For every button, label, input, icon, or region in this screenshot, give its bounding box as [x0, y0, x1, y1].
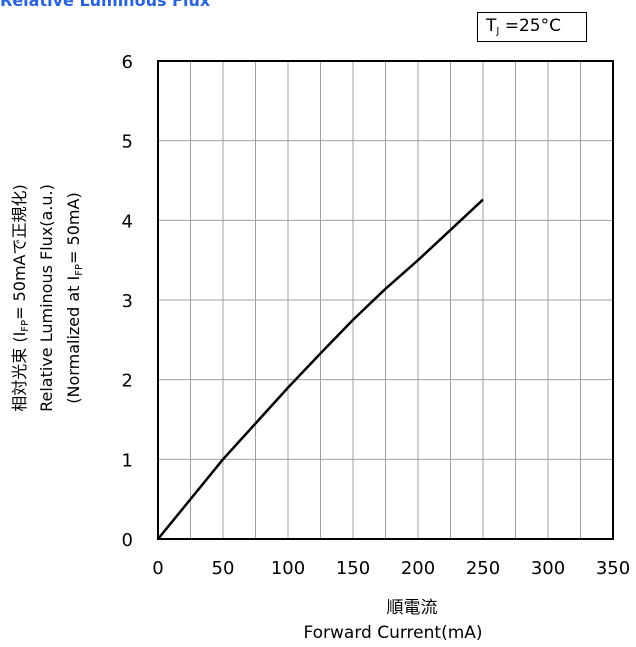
x-axis-label-jp: 順電流 — [387, 598, 438, 618]
condition-symbol: T — [486, 16, 497, 36]
x-tick-label: 50 — [212, 558, 235, 579]
y-axis-label-normalized: (Normalized at IFP= 50mA) — [64, 192, 85, 403]
y-tick-label: 2 — [122, 371, 133, 392]
y-tick-label: 4 — [122, 211, 133, 232]
svg-text:(Normalized at IFP= 50mA): (Normalized at IFP= 50mA) — [64, 192, 85, 403]
y-label-norm-pre: (Normalized at I — [64, 276, 83, 404]
y-tick-label: 5 — [122, 132, 133, 153]
y-tick-label: 3 — [122, 291, 133, 312]
junction-temperature-label: TJ =25°C — [477, 12, 587, 42]
x-tick-label: 250 — [466, 558, 500, 579]
y-label-jp-pre: 相対光束 (I — [10, 332, 29, 412]
y-label-jp-post: = 50mAで正規化) — [10, 184, 29, 320]
condition-value: =25°C — [499, 16, 561, 36]
y-axis-label: Relative Luminous Flux(a.u.) — [37, 184, 56, 412]
y-label-jp-sub: FP — [20, 320, 31, 332]
x-axis-label: Forward Current(mA) — [303, 623, 482, 643]
x-tick-label: 350 — [596, 558, 630, 579]
tick-labels: 0 50 100 150 200 250 300 350 0 1 2 3 4 5 6 — [122, 52, 631, 579]
x-tick-label: 150 — [336, 558, 370, 579]
plot-frame — [157, 60, 614, 540]
y-label-norm-post: = 50mA) — [64, 192, 83, 264]
condition-subscript: J — [496, 26, 500, 37]
y-tick-label: 6 — [122, 52, 133, 73]
y-label-norm-sub: FP — [74, 264, 85, 276]
x-tick-label: 200 — [401, 558, 435, 579]
x-tick-label: 300 — [531, 558, 565, 579]
svg-text:Relative Luminous Flux(a.u.): Relative Luminous Flux(a.u.) — [37, 184, 56, 412]
svg-text:相対光束 (IFP= 50mAで正規化): 相対光束 (IFP= 50mAで正規化) — [10, 184, 31, 412]
y-axis-label-jp: 相対光束 (IFP= 50mAで正規化) — [10, 184, 31, 412]
grid-lines — [158, 61, 613, 539]
page-title: Relative Luminous Flux — [0, 0, 211, 10]
series-line — [157, 198, 484, 540]
x-tick-label: 0 — [152, 558, 163, 579]
x-tick-label: 100 — [271, 558, 305, 579]
y-tick-label: 1 — [122, 450, 133, 471]
y-tick-label: 0 — [122, 530, 133, 551]
